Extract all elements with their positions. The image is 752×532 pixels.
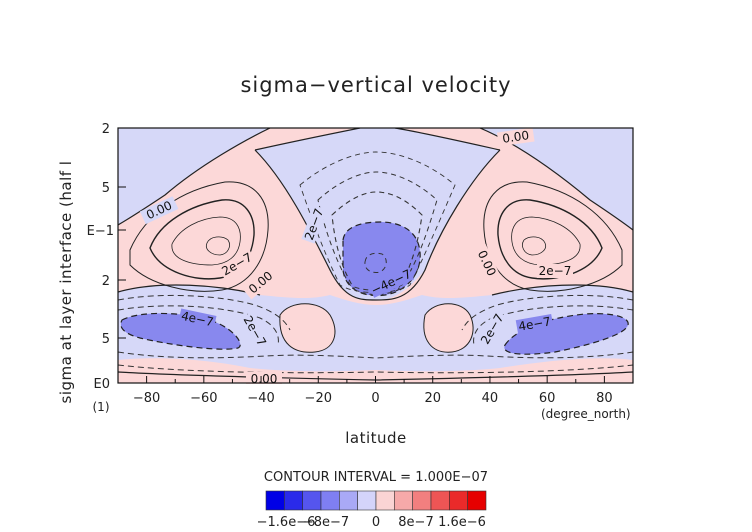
x-tick-label: 60 (539, 391, 556, 406)
contour-interval: CONTOUR INTERVAL = 1.000E−07 (264, 470, 488, 485)
x-tick-label: −20 (305, 391, 332, 406)
x-tick-label: −80 (133, 391, 160, 406)
colorbar-swatch (412, 490, 432, 511)
y-unit-label: (1) (93, 400, 110, 414)
neg-band-contour-3 (118, 351, 633, 359)
colorbar-swatch (302, 490, 322, 511)
strong-negative-right (503, 313, 629, 355)
y-tick-label: 2 (102, 122, 110, 137)
colorbar-label: 8e−7 (398, 515, 433, 530)
contour-label: 4e−7 (517, 314, 552, 333)
y-axis-label: sigma at layer interface (half l (57, 161, 75, 404)
contour-right-outer (483, 181, 623, 292)
colorbar-swatch (357, 490, 377, 511)
x-tick-label: −60 (190, 391, 217, 406)
y-axis: 2 5 E−1 2 5 E0 sigma at layer interface … (57, 122, 126, 414)
colorbar-swatch (284, 490, 303, 511)
colorbar-swatch (375, 490, 395, 511)
colorbar-label: 1.6e−6 (438, 515, 486, 530)
y-tick-label: 5 (102, 332, 110, 347)
contour-right-core (522, 236, 547, 256)
positive-island-right (423, 303, 474, 353)
colorbar (265, 490, 487, 511)
x-tick-label: 20 (424, 391, 441, 406)
x-axis-label: latitude (345, 429, 407, 447)
negative-region-central (255, 128, 500, 300)
x-tick-label: 80 (596, 391, 613, 406)
contour-label: 0.00 (502, 128, 530, 146)
neg-contour-1 (299, 151, 456, 293)
y-tick-label: E−1 (87, 224, 114, 239)
neg-contour-3 (331, 191, 423, 296)
x-unit-label: (degree_north) (541, 407, 631, 421)
colorbar-swatch (449, 490, 468, 511)
x-tick-label: 40 (482, 391, 499, 406)
colorbar-swatch (339, 490, 358, 511)
colorbar-label: −1.6e−6 (257, 515, 316, 530)
neg-contour-2 (317, 171, 438, 291)
x-axis: −80 −60 −40 −20 0 20 40 60 80 (117, 376, 634, 406)
contour-left-core (205, 236, 230, 256)
negative-band-lower (118, 284, 633, 380)
chart-title: sigma−vertical velocity (240, 73, 511, 97)
contour-left-outer (129, 181, 269, 292)
contour-label: 0.00 (251, 372, 278, 386)
colorbar-swatch (265, 490, 285, 511)
y-tick-label: 2 (102, 274, 110, 289)
neg-band-contour-1 (118, 294, 291, 331)
zero-contour-central-left (254, 128, 377, 301)
negative-region-upper-right (480, 128, 633, 230)
contour-right-inner (511, 216, 581, 266)
colorbar-swatch (467, 490, 487, 511)
neg-band-contour-4 (461, 294, 633, 331)
zero-contour-central-right (375, 128, 501, 301)
contour-left-inner (171, 216, 241, 266)
x-tick-label: −40 (247, 391, 274, 406)
colorbar-swatch (394, 490, 413, 511)
neg-contour-core (364, 252, 387, 273)
positive-island-left (279, 303, 336, 353)
colorbar-label: −8e−7 (303, 515, 349, 530)
colorbar-swatch (430, 490, 450, 511)
plot-area (118, 128, 633, 383)
x-tick-label: 0 (371, 391, 379, 406)
contour-label: 4e−7 (180, 309, 215, 329)
zero-contour-top-left (118, 128, 271, 226)
y-tick-label: 5 (102, 181, 110, 196)
contour-left-mid (149, 199, 255, 280)
colorbar-swatch (320, 490, 340, 511)
contour-label: 2e−7 (539, 264, 572, 278)
colorbar-label: 0 (372, 515, 380, 530)
y-tick-label: E0 (94, 377, 111, 392)
